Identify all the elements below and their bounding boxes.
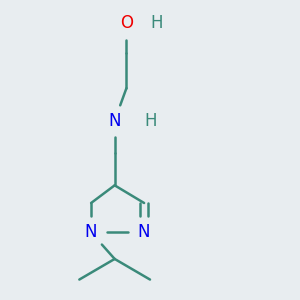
Text: H: H bbox=[150, 14, 163, 32]
Text: N: N bbox=[85, 224, 98, 242]
Text: N: N bbox=[138, 224, 150, 242]
Text: H: H bbox=[144, 112, 157, 130]
Text: O: O bbox=[120, 14, 133, 32]
Text: N: N bbox=[108, 112, 121, 130]
